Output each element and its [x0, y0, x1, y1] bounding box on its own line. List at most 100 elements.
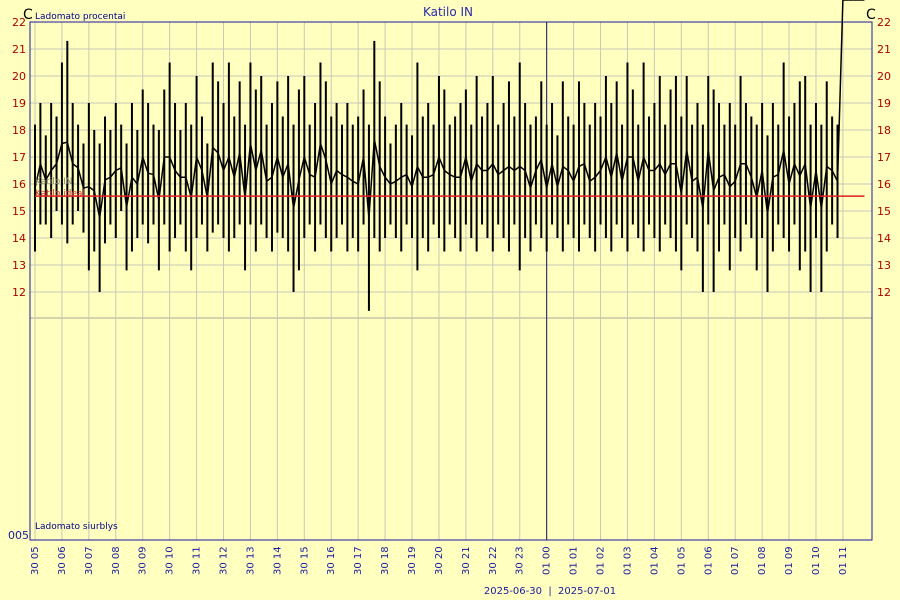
data-link-19: [131, 176, 138, 185]
y-tick-right-15: 15: [877, 205, 891, 218]
data-link-35: [217, 152, 225, 171]
data-link-55: [325, 159, 332, 185]
data-link-107: [605, 156, 613, 178]
data-link-134: [750, 177, 758, 198]
data-link-91: [519, 165, 526, 172]
data-link-133: [745, 163, 753, 178]
data-link-124: [696, 177, 704, 209]
data-link-68: [395, 176, 402, 182]
date-separator: |: [548, 586, 551, 597]
x-tick-13: 30 18: [380, 546, 391, 575]
x-tick-0: 30 05: [30, 546, 41, 575]
data-link-108: [610, 152, 618, 178]
data-link-94: [535, 159, 542, 171]
data-link-85: [486, 163, 494, 171]
x-tick-1: 30 06: [57, 546, 68, 575]
data-link-114: [642, 156, 650, 171]
data-link-37: [228, 156, 236, 178]
x-tick-10: 30 15: [299, 546, 310, 575]
panel-label-bottom: Ladomato siurblys: [35, 522, 118, 532]
data-link-11: [88, 186, 95, 192]
data-link-144: [804, 163, 812, 209]
x-tick-16: 30 21: [461, 546, 472, 575]
red-series-label: Katilo ideal: [35, 189, 85, 199]
data-link-45: [271, 156, 279, 178]
data-link-26: [168, 156, 176, 171]
data-link-42: [255, 150, 262, 171]
y-tick-left-18: 18: [12, 124, 26, 137]
data-link-64: [373, 139, 381, 167]
date-label-right: 2025-07-01: [558, 586, 616, 597]
x-tick-9: 30 14: [272, 546, 283, 575]
data-link-106: [599, 156, 607, 171]
data-link-142: [793, 163, 801, 177]
y-tick-left-21: 21: [12, 43, 26, 56]
chart-grid: [30, 21, 872, 540]
data-link-100: [567, 170, 575, 182]
x-tick-20: 01 01: [569, 546, 580, 575]
data-link-31: [195, 156, 203, 171]
x-tick-6: 30 11: [192, 546, 203, 575]
data-link-5: [55, 143, 63, 164]
data-link-80: [459, 156, 467, 178]
data-link-32: [201, 170, 209, 198]
data-link-147: [820, 166, 828, 209]
x-tick-26: 01 07: [730, 546, 741, 575]
data-link-128: [718, 173, 725, 178]
x-tick-12: 30 17: [353, 546, 364, 575]
data-link-41: [249, 143, 257, 171]
data-link-121: [680, 150, 688, 194]
x-tick-19: 01 00: [542, 546, 553, 575]
y-unit-left: C: [23, 7, 33, 23]
x-tick-25: 01 06: [703, 546, 714, 575]
data-link-17: [120, 167, 128, 208]
data-link-21: [142, 156, 149, 174]
data-link-74: [427, 173, 434, 178]
y-unit-right: C: [866, 7, 876, 23]
data-link-110: [621, 156, 629, 182]
data-link-16: [115, 167, 122, 172]
data-link-63: [368, 139, 376, 218]
x-tick-28: 01 09: [784, 546, 795, 575]
data-link-135: [755, 170, 763, 198]
data-link-10: [83, 185, 90, 189]
data-link-93: [529, 170, 537, 189]
data-link-101: [572, 166, 580, 182]
data-link-20: [136, 156, 144, 185]
y-tick-left-19: 19: [12, 97, 26, 110]
y-tick-labels-left: 22 21 20 19 18 17 16 15 14 13 12: [12, 16, 26, 299]
y-tick-right-12: 12: [877, 286, 891, 299]
data-link-40: [244, 143, 252, 198]
data-link-65: [379, 166, 386, 178]
y-tick-left-15: 15: [12, 205, 26, 218]
data-link-48: [287, 163, 295, 209]
data-link-140: [782, 150, 790, 185]
data-link-131: [734, 163, 742, 182]
y-tick-labels-right: 22 21 20 19 18 17 16 15 14 13 12: [877, 16, 891, 299]
data-link-61: [357, 156, 365, 185]
data-link-33: [206, 147, 214, 198]
data-link-90: [513, 165, 521, 172]
data-link-143: [799, 163, 806, 177]
data-link-113: [637, 156, 645, 182]
data-link-44: [266, 176, 273, 182]
x-tick-4: 30 09: [138, 546, 149, 575]
y-tick-right-21: 21: [877, 43, 891, 56]
data-link-13: [98, 179, 106, 218]
data-link-83: [476, 163, 483, 171]
x-tick-30: 01 11: [838, 546, 849, 575]
data-link-105: [594, 170, 602, 178]
data-link-145: [809, 170, 817, 209]
x-tick-15: 30 20: [434, 546, 445, 575]
data-link-126: [707, 150, 715, 191]
x-tick-27: 01 08: [757, 546, 768, 575]
data-link-117: [659, 163, 666, 175]
data-link-34: [212, 147, 219, 154]
data-link-149: [831, 170, 839, 182]
data-link-15: [109, 170, 117, 178]
data-link-46: [276, 156, 284, 178]
y-tick-right-20: 20: [877, 70, 891, 83]
data-link-77: [443, 169, 451, 176]
data-link-9: [77, 167, 85, 189]
